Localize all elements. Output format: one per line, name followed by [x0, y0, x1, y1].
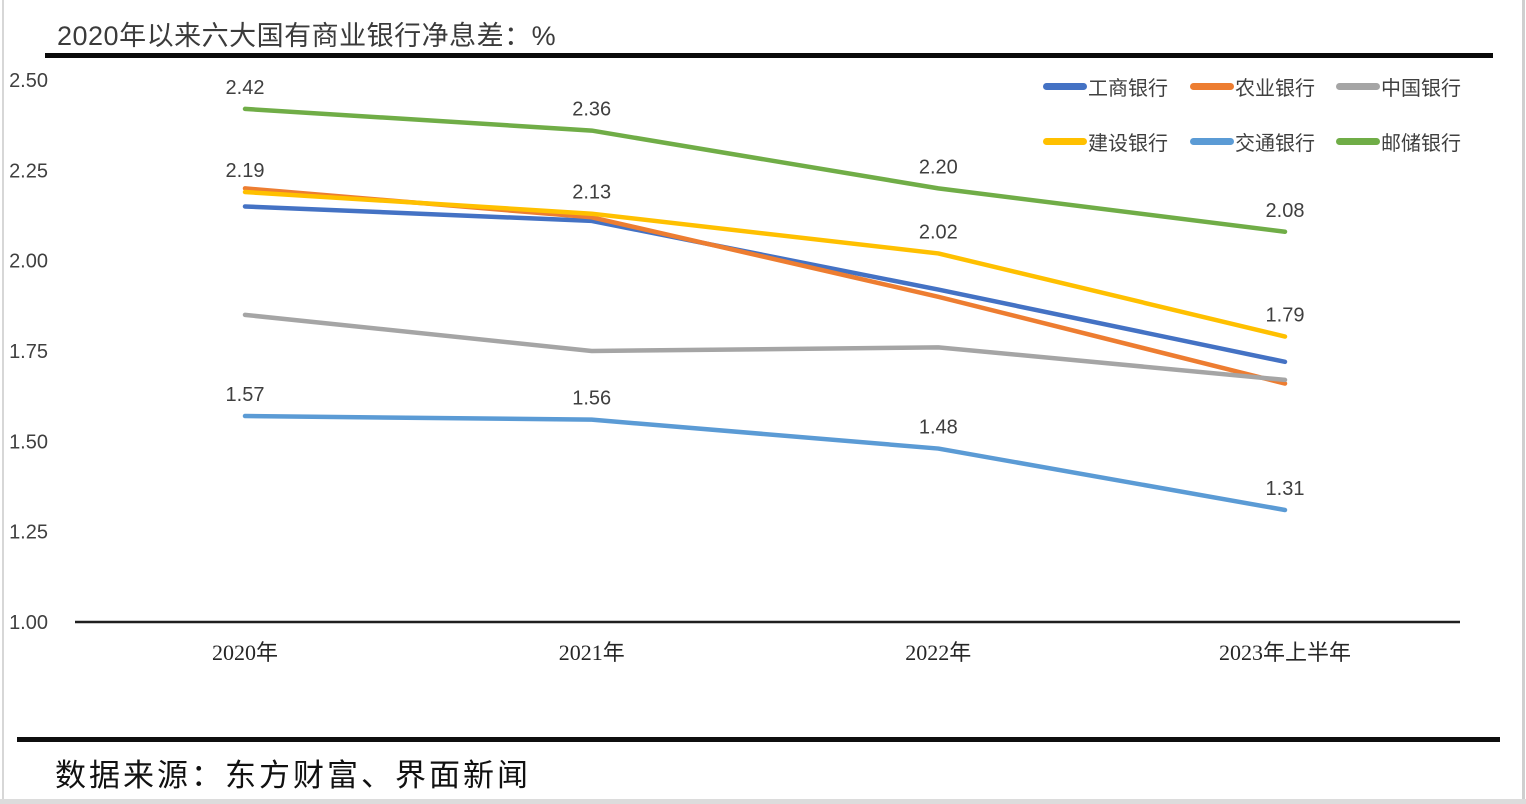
legend-item: 交通银行 [1190, 129, 1315, 155]
point-label: 2.20 [919, 156, 958, 178]
point-label: 2.19 [226, 160, 265, 182]
series-line [242, 189, 1288, 339]
series-line [242, 204, 1288, 365]
chart-legend: 工商银行 农业银行 中国银行 建设银行 交通银行 邮储银行 [1043, 70, 1483, 180]
point-label: 2.42 [226, 77, 265, 99]
legend-label: 邮储银行 [1381, 132, 1461, 155]
series-line [242, 106, 1288, 235]
series-line [242, 312, 1288, 383]
legend-label: 工商银行 [1088, 77, 1168, 100]
x-axis-label: 2021年 [559, 640, 625, 665]
legend-label: 建设银行 [1088, 132, 1168, 155]
legend-label: 中国银行 [1381, 77, 1461, 100]
top-divider [45, 53, 1493, 58]
y-axis-tick-label: 1.00 [9, 612, 48, 634]
bottom-divider [17, 737, 1500, 742]
legend-line-swatch [1336, 137, 1380, 145]
legend-line-swatch [1336, 82, 1380, 90]
page-edge-bottom [0, 799, 1526, 804]
chart-title: 2020年以来六大国有商业银行净息差：% [57, 21, 557, 51]
y-axis-tick-label: 2.25 [9, 160, 48, 182]
point-label: 1.31 [1266, 478, 1305, 500]
legend-label: 农业银行 [1235, 77, 1315, 100]
legend-item: 中国银行 [1336, 74, 1461, 100]
legend-line-swatch [1190, 137, 1234, 145]
legend-line-swatch [1190, 82, 1234, 90]
point-label: 2.08 [1266, 200, 1305, 222]
y-axis-tick-label: 2.00 [9, 251, 48, 273]
x-axis-label: 2023年上半年 [1219, 640, 1351, 665]
legend-line-swatch [1043, 137, 1087, 145]
x-axis-label: 2022年 [905, 640, 971, 665]
legend-item: 工商银行 [1043, 74, 1168, 100]
point-label: 2.13 [572, 182, 611, 204]
x-axis-label: 2020年 [212, 640, 278, 665]
page-edge-right [1522, 0, 1525, 804]
y-axis-tick-label: 1.50 [9, 431, 48, 453]
y-axis-tick-label: 2.50 [9, 70, 48, 92]
legend-item: 农业银行 [1190, 74, 1315, 100]
page-edge-left [2, 0, 4, 804]
y-axis-tick-label: 1.75 [9, 341, 48, 363]
point-label: 1.79 [1266, 305, 1305, 327]
series-line [242, 413, 1288, 513]
legend-item: 建设银行 [1043, 129, 1168, 155]
point-label: 1.57 [226, 384, 265, 406]
legend-line-swatch [1043, 82, 1087, 90]
source-note: 数据来源：东方财富、界面新闻 [55, 758, 531, 793]
series-line [242, 186, 1288, 386]
point-label: 2.02 [919, 221, 958, 243]
y-axis-tick-label: 1.25 [9, 522, 48, 544]
legend-label: 交通银行 [1235, 132, 1315, 155]
point-label: 1.56 [572, 388, 611, 410]
legend-item: 邮储银行 [1336, 129, 1461, 155]
point-label: 1.48 [919, 417, 958, 439]
point-label: 2.36 [572, 99, 611, 121]
